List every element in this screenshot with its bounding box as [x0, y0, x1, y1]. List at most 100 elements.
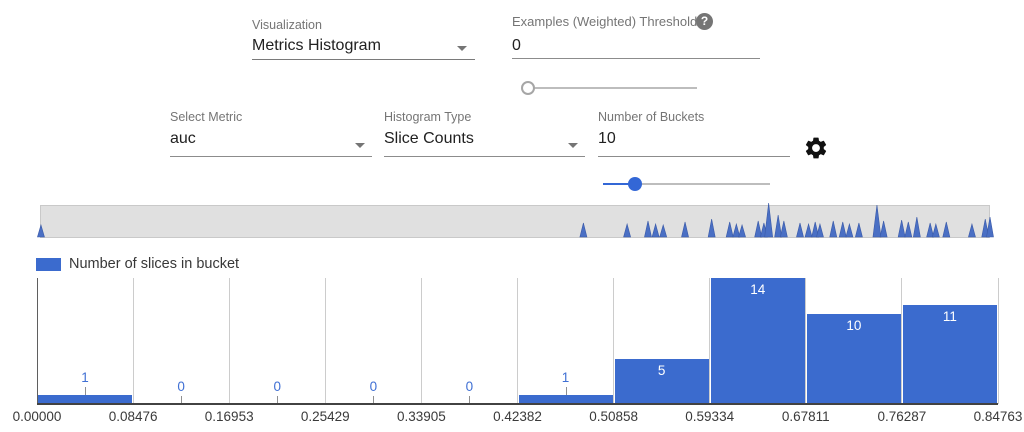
chevron-down-icon[interactable]	[355, 143, 365, 148]
gear-icon	[805, 137, 827, 159]
legend-swatch	[36, 257, 61, 271]
help-icon[interactable]: ?	[696, 13, 713, 30]
gridline	[997, 278, 999, 404]
slice-spike	[796, 222, 804, 238]
slice-spike	[754, 220, 763, 238]
slice-spike	[738, 223, 746, 238]
gridline	[901, 278, 903, 404]
x-tick-label: 0.59334	[685, 409, 735, 424]
annotation-stem	[373, 396, 375, 404]
x-tick-label: 0.42382	[493, 409, 542, 424]
bar-value-label: 0	[177, 379, 185, 394]
x-tick-label: 0.67811	[781, 409, 830, 424]
slice-spike	[779, 220, 788, 238]
bar-value-label: 0	[369, 379, 378, 394]
annotation-stem	[277, 396, 279, 404]
slice-spike	[644, 220, 652, 238]
slice-spike	[707, 218, 716, 238]
settings-button[interactable]	[803, 135, 829, 161]
slice-spike	[774, 214, 783, 238]
bar-value-label: 1	[561, 370, 570, 385]
slice-spike	[904, 221, 913, 238]
slice-spike	[804, 222, 813, 238]
histogram-bar[interactable]	[614, 359, 709, 404]
examples-threshold-underline	[512, 58, 760, 59]
visualization-label: Visualization	[252, 18, 322, 32]
slice-spike	[725, 221, 734, 238]
visualization-underline	[252, 59, 475, 60]
histogram-bar[interactable]	[710, 278, 805, 404]
x-tick-label: 0.84763	[973, 409, 1023, 424]
buckets-slider-thumb[interactable]	[627, 177, 642, 191]
x-axis-line	[37, 403, 998, 405]
slice-spike	[845, 222, 854, 238]
gridline	[324, 278, 326, 404]
bar-value-label: 10	[846, 318, 862, 333]
slice-spike	[897, 219, 906, 238]
slice-spike	[623, 222, 631, 238]
slice-spike	[931, 222, 940, 238]
bar-value-label: 14	[750, 282, 766, 297]
annotation-stem	[469, 396, 471, 404]
bar-value-label: 11	[942, 309, 957, 324]
visualization-select[interactable]: Metrics Histogram	[252, 37, 381, 54]
annotation-stem	[181, 396, 183, 404]
slice-spike	[926, 222, 935, 238]
examples-threshold-label: Examples (Weighted) Threshold	[512, 14, 698, 29]
x-tick-label: 0.00000	[12, 409, 62, 424]
slice-spike	[816, 222, 824, 238]
slice-spike	[986, 216, 994, 238]
histogram-bar[interactable]	[518, 395, 613, 404]
chevron-down-icon[interactable]	[568, 143, 578, 148]
chart-legend: Number of slices in bucket	[36, 256, 239, 272]
chevron-down-icon[interactable]	[457, 46, 467, 51]
slice-spike	[968, 222, 976, 238]
histogram-type-underline	[384, 156, 585, 157]
bar-value-label: 0	[465, 379, 474, 394]
slice-overview-spikes	[37, 202, 994, 238]
slice-spike	[811, 221, 820, 238]
x-tick-label: 0.16953	[204, 409, 254, 424]
x-tick-label: 0.50858	[589, 409, 638, 424]
gridline	[709, 278, 711, 404]
slice-spike	[829, 220, 838, 238]
y-axis-line	[37, 278, 38, 404]
histogram-bar[interactable]	[902, 305, 997, 404]
gridline	[805, 278, 807, 404]
number-of-buckets-label: Number of Buckets	[598, 110, 705, 124]
legend-label: Number of slices in bucket	[69, 256, 240, 272]
select-metric-select[interactable]: auc	[170, 130, 196, 147]
histogram-plot[interactable]: 1 0 0 0 0 1 5 14 10 11	[37, 278, 999, 404]
histogram-bar[interactable]	[38, 395, 133, 404]
buckets-slider-fill	[603, 183, 635, 185]
gridline	[132, 278, 134, 404]
slice-spike	[838, 221, 847, 238]
annotation-stem	[85, 387, 87, 395]
number-of-buckets-underline	[598, 156, 790, 157]
slice-spike	[942, 221, 951, 238]
slice-spike	[912, 216, 921, 238]
gridline	[228, 278, 230, 404]
number-of-buckets-input[interactable]: 10	[598, 130, 616, 147]
threshold-slider-track[interactable]	[528, 87, 697, 89]
slice-spike	[651, 222, 660, 238]
threshold-slider-thumb[interactable]	[521, 81, 535, 95]
histogram-type-label: Histogram Type	[384, 110, 472, 124]
x-tick-label: 0.25429	[300, 409, 350, 424]
slice-spike	[879, 220, 888, 238]
buckets-slider-track[interactable]	[603, 183, 770, 185]
x-axis-labels: 0.00000 0.08476 0.16953 0.25429 0.33905 0.423…	[13, 409, 1023, 427]
examples-threshold-input[interactable]: 0	[512, 37, 521, 54]
select-metric-label: Select Metric	[170, 110, 243, 124]
bar-value-label: 1	[81, 370, 89, 385]
slice-spike	[732, 222, 741, 238]
x-tick-label: 0.76287	[877, 409, 927, 424]
histogram-type-select[interactable]: Slice Counts	[384, 130, 474, 147]
histogram-bar[interactable]	[806, 314, 901, 404]
slice-spike	[37, 223, 45, 238]
slice-spike	[681, 221, 689, 238]
x-tick-label: 0.33905	[396, 409, 446, 424]
bar-value-label: 0	[273, 379, 282, 394]
bar-value-label: 5	[657, 363, 666, 378]
x-tick-label: 0.08476	[108, 409, 158, 424]
